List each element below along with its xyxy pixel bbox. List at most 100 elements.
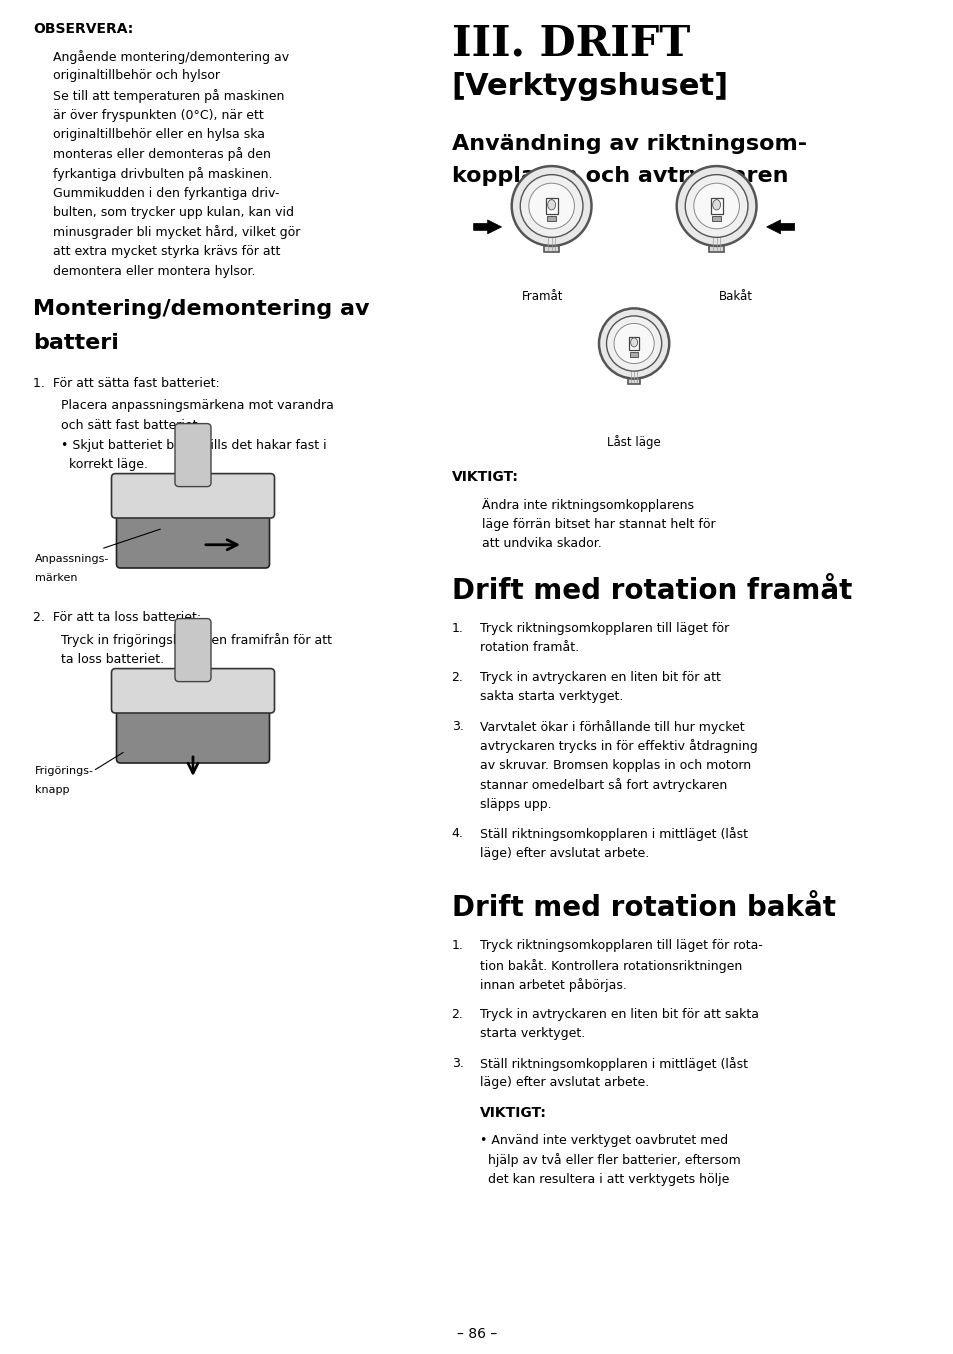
Text: Anpassnings-: Anpassnings- [35,554,110,565]
Text: • Använd inte verktyget oavbrutet med: • Använd inte verktyget oavbrutet med [479,1133,727,1147]
Bar [547,215,556,221]
Text: Drift med rotation bakåt: Drift med rotation bakåt [451,894,835,922]
Text: knapp: knapp [35,785,70,795]
Text: läge) efter avslutat arbete.: läge) efter avslutat arbete. [479,846,648,860]
Text: hjälp av två eller fler batterier, eftersom: hjälp av två eller fler batterier, efter… [479,1154,740,1167]
Text: Placera anpassningsmärkena mot varandra: Placera anpassningsmärkena mot varandra [61,399,334,412]
Text: demontera eller montera hylsor.: demontera eller montera hylsor. [53,264,255,278]
Text: 2.: 2. [451,670,463,684]
Ellipse shape [606,315,661,371]
Text: 1.: 1. [451,621,463,635]
Ellipse shape [598,309,668,379]
Text: 3.: 3. [451,1056,463,1070]
FancyBboxPatch shape [112,669,274,714]
Text: Gummikudden i den fyrkantiga driv-: Gummikudden i den fyrkantiga driv- [53,187,279,199]
Ellipse shape [528,183,574,229]
Text: det kan resultera i att verktygets hölje: det kan resultera i att verktygets hölje [479,1173,728,1186]
Polygon shape [473,219,501,234]
Ellipse shape [712,199,720,210]
Text: 1.: 1. [451,940,463,952]
Text: Tryck in avtryckaren en liten bit för att: Tryck in avtryckaren en liten bit för at… [479,670,720,684]
Text: 4.: 4. [451,827,463,841]
Text: 2.  För att ta loss batteriet:: 2. För att ta loss batteriet: [33,611,201,624]
Ellipse shape [614,324,654,364]
Ellipse shape [547,199,555,210]
Text: OBSERVERA:: OBSERVERA: [33,22,133,37]
Bar [628,337,639,351]
Bar [712,215,720,221]
Text: 1.  För att sätta fast batteriet:: 1. För att sätta fast batteriet: [33,376,219,390]
Ellipse shape [693,183,739,229]
Text: Tryck riktningsomkopplaren till läget för rota-: Tryck riktningsomkopplaren till läget fö… [479,940,761,952]
Text: avtryckaren trycks in för effektiv åtdragning: avtryckaren trycks in för effektiv åtdra… [479,739,757,753]
Text: och sätt fast batteriet.: och sätt fast batteriet. [61,418,201,432]
Text: Tryck riktningsomkopplaren till läget för: Tryck riktningsomkopplaren till läget fö… [479,621,728,635]
FancyBboxPatch shape [112,474,274,519]
Bar [707,209,724,232]
Text: Användning av riktningsom-: Användning av riktningsom- [451,134,806,154]
Text: sakta starta verktyget.: sakta starta verktyget. [479,691,622,703]
Text: tion bakåt. Kontrollera rotationsriktningen: tion bakåt. Kontrollera rotationsriktnin… [479,959,741,972]
Text: – 86 –: – 86 – [456,1327,497,1340]
Text: Se till att temperaturen på maskinen: Se till att temperaturen på maskinen [53,89,284,103]
Text: korrekt läge.: korrekt läge. [61,458,148,470]
Text: Ställ riktningsomkopplaren i mittläget (låst: Ställ riktningsomkopplaren i mittläget (… [479,827,747,841]
Text: batteri: batteri [33,333,119,353]
Text: Låst läge: Låst läge [607,435,660,450]
Text: ta loss batteriet.: ta loss batteriet. [61,653,164,666]
Text: starta verktyget.: starta verktyget. [479,1028,584,1040]
Text: läge) efter avslutat arbete.: läge) efter avslutat arbete. [479,1076,648,1089]
Text: rotation framåt.: rotation framåt. [479,642,578,654]
FancyBboxPatch shape [116,700,269,764]
Text: märken: märken [35,573,77,584]
Text: originaltillbehör eller en hylsa ska: originaltillbehör eller en hylsa ska [53,129,265,141]
Text: Varvtalet ökar i förhållande till hur mycket: Varvtalet ökar i förhållande till hur my… [479,720,743,734]
Bar [710,198,722,214]
Text: VIKTIGT:: VIKTIGT: [451,470,517,485]
Text: kopplaren och avtryckaren: kopplaren och avtryckaren [451,167,787,185]
Text: [Verktygshuset]: [Verktygshuset] [451,72,728,102]
Text: • Skjut batteriet bakåt tills det hakar fast i: • Skjut batteriet bakåt tills det hakar … [61,437,326,452]
Text: Ställ riktningsomkopplaren i mittläget (låst: Ställ riktningsomkopplaren i mittläget (… [479,1056,747,1071]
Text: bulten, som trycker upp kulan, kan vid: bulten, som trycker upp kulan, kan vid [53,206,294,219]
Text: läge förrän bitset har stannat helt för: läge förrän bitset har stannat helt för [481,517,715,531]
Text: innan arbetet påbörjas.: innan arbetet påbörjas. [479,979,626,992]
Text: monteras eller demonteras på den: monteras eller demonteras på den [53,148,271,161]
Bar [544,232,558,252]
Text: minusgrader bli mycket hård, vilket gör: minusgrader bli mycket hård, vilket gör [53,226,300,240]
Ellipse shape [519,175,582,237]
Text: Angående montering/demontering av: Angående montering/demontering av [53,50,289,64]
Bar [627,366,639,385]
Text: Tryck in avtryckaren en liten bit för att sakta: Tryck in avtryckaren en liten bit för at… [479,1007,758,1021]
Text: originaltillbehör och hylsor: originaltillbehör och hylsor [53,69,220,83]
FancyBboxPatch shape [116,505,269,567]
Text: att undvika skador.: att undvika skador. [481,538,600,550]
Text: 2.: 2. [451,1007,463,1021]
Ellipse shape [676,167,756,246]
Text: Drift med rotation framåt: Drift med rotation framåt [451,577,851,605]
Bar [630,352,638,357]
Text: Ändra inte riktningsomkopplarens: Ändra inte riktningsomkopplarens [481,498,693,512]
Ellipse shape [630,338,637,347]
Text: stannar omedelbart så fort avtryckaren: stannar omedelbart så fort avtryckaren [479,779,726,792]
Text: Framåt: Framåt [521,290,562,303]
Text: av skruvar. Bromsen kopplas in och motorn: av skruvar. Bromsen kopplas in och motor… [479,758,750,772]
Ellipse shape [511,167,591,246]
Bar [542,209,559,232]
Bar [626,345,641,366]
Ellipse shape [684,175,747,237]
Text: är över fryspunkten (0°C), när ett: är över fryspunkten (0°C), när ett [53,108,263,122]
Text: Montering/demontering av: Montering/demontering av [33,299,369,320]
Text: VIKTIGT:: VIKTIGT: [479,1106,546,1120]
Text: Frigörings-: Frigörings- [35,766,94,776]
Text: att extra mycket styrka krävs för att: att extra mycket styrka krävs för att [53,245,280,259]
Text: 3.: 3. [451,720,463,733]
Text: III. DRIFT: III. DRIFT [451,22,689,64]
Text: släpps upp.: släpps upp. [479,798,551,811]
Text: Bakåt: Bakåt [718,290,752,303]
Bar [709,232,723,252]
Text: fyrkantiga drivbulten på maskinen.: fyrkantiga drivbulten på maskinen. [53,167,273,181]
FancyBboxPatch shape [174,619,211,681]
Bar [545,198,558,214]
FancyBboxPatch shape [174,424,211,486]
